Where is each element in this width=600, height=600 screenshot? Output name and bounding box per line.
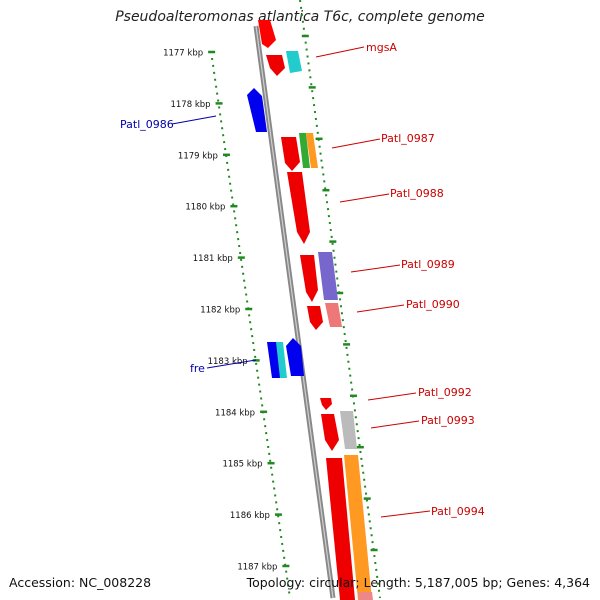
gene-Patl_0993-red[interactable] bbox=[321, 414, 339, 451]
gene-Patl_0989-red[interactable] bbox=[300, 255, 318, 302]
gene-label-Patl_0992[interactable]: Patl_0992 bbox=[418, 386, 472, 399]
gene-mgsA-cyan[interactable] bbox=[286, 51, 302, 73]
kbp-tick-label: 1181 kbp bbox=[193, 254, 233, 264]
gene-label-Patl_0994[interactable]: Patl_0994 bbox=[431, 505, 485, 518]
gene-Patl_0990-pink[interactable] bbox=[325, 303, 342, 327]
gene-fre-blue2[interactable] bbox=[286, 338, 304, 376]
genome-summary-text: Topology: circular; Length: 5,187,005 bp… bbox=[246, 575, 590, 590]
gene-label-Patl_0993[interactable]: Patl_0993 bbox=[421, 414, 475, 427]
gene-Patl_0987-red[interactable] bbox=[281, 137, 300, 171]
gene-label-mgsA[interactable]: mgsA bbox=[366, 41, 397, 54]
kbp-tick-label: 1180 kbp bbox=[185, 203, 225, 213]
kbp-tick-label: 1179 kbp bbox=[178, 151, 218, 161]
genes bbox=[247, 20, 373, 600]
gene-label-Patl_0988[interactable]: Patl_0988 bbox=[390, 187, 444, 200]
gene-label-Patl_0990[interactable]: Patl_0990 bbox=[406, 298, 460, 311]
gene-label-fre[interactable]: fre bbox=[190, 362, 205, 375]
kbp-tick-label: 1185 kbp bbox=[222, 460, 262, 470]
gene-Patl_0986[interactable] bbox=[247, 88, 267, 132]
genome-backbone-highlight bbox=[255, 25, 334, 599]
gene-Patl_0993-grey[interactable] bbox=[340, 411, 357, 449]
gene-Patl_0994-red[interactable] bbox=[326, 458, 355, 600]
kbp-tick-label: 1183 kbp bbox=[208, 357, 248, 367]
page-title: Pseudoalteromonas atlantica T6c, complet… bbox=[115, 9, 485, 25]
gene-bottom-pink[interactable] bbox=[358, 592, 373, 600]
gene-Patl_0988[interactable] bbox=[287, 172, 310, 244]
label-leaders bbox=[171, 46, 431, 518]
gene-fre-cyan[interactable] bbox=[276, 342, 287, 378]
gene-mgsA-red[interactable] bbox=[266, 55, 285, 76]
kbp-tick-label: 1184 kbp bbox=[215, 408, 255, 418]
kbp-tick-label: 1186 kbp bbox=[230, 511, 270, 521]
tick-track-right bbox=[299, 0, 381, 599]
gene-Patl_0994-orange[interactable] bbox=[344, 455, 372, 600]
gene-Patl_0987-green[interactable] bbox=[299, 133, 310, 168]
gene-label-Patl_0989[interactable]: Patl_0989 bbox=[401, 258, 455, 271]
kbp-tick-label: 1182 kbp bbox=[200, 306, 240, 316]
kbp-tick-label: 1178 kbp bbox=[170, 100, 210, 110]
gene-label-Patl_0986[interactable]: Patl_0986 bbox=[120, 118, 174, 131]
kbp-tick-label: 1177 kbp bbox=[163, 49, 203, 59]
gene-Patl_0990-red[interactable] bbox=[307, 306, 323, 330]
gene-red-top[interactable] bbox=[258, 20, 276, 48]
gene-Patl_0987-orange[interactable] bbox=[306, 133, 318, 168]
gene-Patl_0992[interactable] bbox=[320, 398, 332, 410]
gene-label-Patl_0987[interactable]: Patl_0987 bbox=[381, 132, 435, 145]
accession-text: Accession: NC_008228 bbox=[9, 575, 152, 590]
kbp-tick-label: 1187 kbp bbox=[237, 563, 277, 573]
gene-Patl_0989-purple[interactable] bbox=[318, 252, 338, 300]
